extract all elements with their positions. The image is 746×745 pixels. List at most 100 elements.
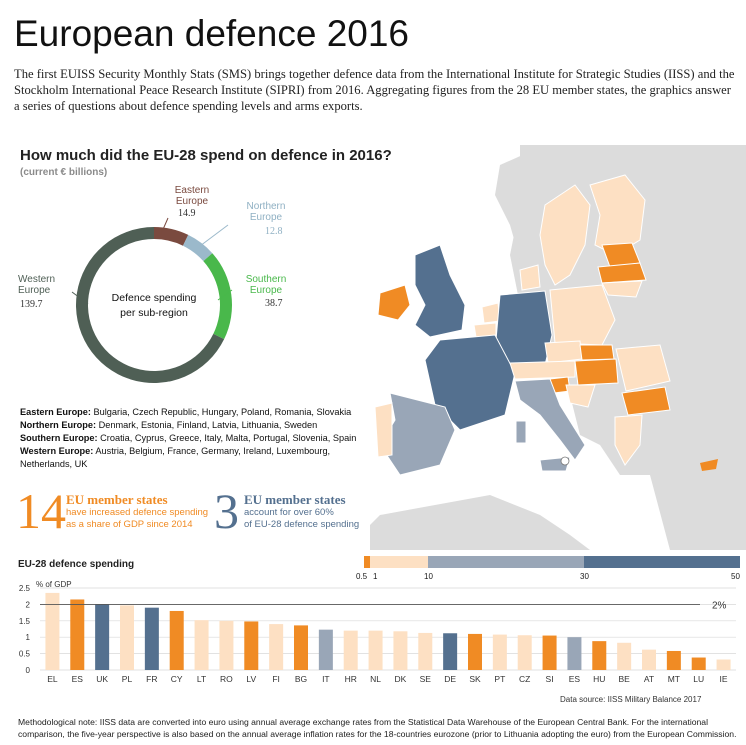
bar-lu [691, 657, 706, 670]
bar-es [567, 637, 582, 670]
x-tick-label: SE [420, 674, 432, 684]
eastern-europe-label-text: Eastern Europe [174, 185, 210, 207]
x-tick-label: SI [546, 674, 554, 684]
donut-question-subtitle: (current € billions) [20, 167, 108, 178]
y-tick-label: 0.5 [19, 650, 31, 659]
map-lithuania [601, 280, 643, 298]
map-czech [544, 340, 583, 364]
x-tick-label: NL [370, 674, 381, 684]
map-italy [514, 378, 586, 461]
map-malta-marker [560, 456, 570, 466]
region-members: Denmark, Estonia, Finland, Latvia, Lithu… [98, 420, 318, 430]
region-list-western: Western Europe: Austria, Belgium, France… [20, 445, 360, 471]
x-tick-label: BG [295, 674, 307, 684]
bar-de [443, 633, 458, 670]
y-tick-label: 1 [26, 633, 31, 642]
bar-fi [269, 624, 284, 670]
x-tick-label: RO [220, 674, 233, 684]
page-title: European defence 2016 [14, 13, 410, 54]
bar-el [45, 592, 60, 670]
map-sardinia [515, 420, 527, 444]
map-croatia [565, 384, 596, 408]
region-members: Austria, Belgium, France, Germany, Irela… [20, 446, 331, 469]
scale-label-1: 1 [373, 572, 378, 581]
region-membership-list: Eastern Europe: Bulgaria, Czech Republic… [20, 406, 360, 471]
bar-hr [343, 630, 358, 670]
x-tick-label: MT [668, 674, 680, 684]
bar-it [318, 629, 333, 670]
bar-lv [244, 621, 259, 670]
scale-seg-grey [428, 556, 584, 568]
bar-es [70, 599, 85, 670]
region-list-eastern: Eastern Europe: Bulgaria, Czech Republic… [20, 406, 360, 419]
donut-slice-southern-europe [203, 253, 232, 340]
y-tick-label: 2.5 [19, 584, 31, 593]
map-hungary [574, 358, 619, 386]
donut-center-label: Defence spending per sub-region [100, 291, 208, 321]
bar-ro [219, 620, 234, 670]
x-tick-label: DK [395, 674, 407, 684]
x-tick-label: BE [618, 674, 630, 684]
bar-hu [592, 641, 607, 670]
scale-seg-orange [364, 556, 370, 568]
map-poland [549, 284, 616, 346]
scale-seg-lightorange [370, 556, 373, 568]
scale-seg-peach [373, 556, 428, 568]
bar-pt [492, 634, 507, 670]
x-tick-label: ES [569, 674, 581, 684]
western-leader-line [71, 291, 89, 305]
region-name: Western Europe: [20, 446, 94, 456]
x-tick-label: CY [171, 674, 183, 684]
region-name: Southern Europe: [20, 433, 98, 443]
scale-label-3: 30 [580, 572, 589, 581]
europe-map [370, 145, 746, 550]
x-tick-label: IE [720, 674, 728, 684]
scale-label-0: 0.5 [356, 572, 368, 581]
x-tick-label: FI [272, 674, 280, 684]
map-sweden [539, 184, 591, 286]
bar-pl [120, 605, 134, 670]
stat-left-line1: have increased defence spending [66, 507, 209, 518]
map-latvia [597, 262, 647, 284]
stat-right-number: 3 [214, 483, 239, 539]
stat-right-line2: of EU-28 defence spending [244, 519, 360, 530]
region-list-northern: Northern Europe: Denmark, Estonia, Finla… [20, 419, 360, 432]
stat-left-number: 14 [16, 483, 66, 539]
region-members: Bulgaria, Czech Republic, Hungary, Polan… [93, 407, 352, 417]
map-denmark [519, 264, 541, 291]
y-axis-label: % of GDP [36, 580, 72, 589]
eastern-europe-label: Eastern Europe [172, 185, 212, 207]
region-name: Eastern Europe: [20, 407, 91, 417]
y-tick-label: 0 [26, 666, 31, 675]
stat-right-block: EU member states account for over 60% of… [244, 492, 394, 531]
southern-leader-line [217, 289, 233, 301]
eastern-leader-line [160, 217, 169, 235]
southern-europe-label: Southern Europe [245, 274, 287, 296]
scale-label-4: 50 [731, 572, 740, 581]
scale-legend [364, 556, 740, 568]
map-portugal [374, 402, 393, 458]
scale-label-2: 10 [424, 572, 433, 581]
scale-seg-blue [584, 556, 740, 568]
bar-bg [294, 625, 308, 670]
donut-slice-eastern-europe [154, 227, 189, 246]
bar-uk [95, 604, 110, 670]
western-europe-label: Western Europe [18, 274, 56, 296]
stat-right-heading: EU member states [244, 492, 346, 507]
bar-ie [716, 659, 731, 670]
map-romania [615, 344, 671, 392]
bar-lt [194, 620, 209, 670]
donut-question-title: How much did the EU-28 spend on defence … [20, 147, 392, 164]
x-tick-label: ES [72, 674, 84, 684]
x-tick-label: DE [444, 674, 456, 684]
reference-line-label: 2% [712, 600, 727, 611]
x-tick-label: LV [246, 674, 256, 684]
x-tick-label: UK [96, 674, 108, 684]
methodological-note: Methodological note: IISS data are conve… [18, 717, 737, 739]
northern-europe-value: 12.8 [265, 226, 283, 237]
norway-land [495, 145, 600, 260]
map-uk [414, 244, 466, 338]
data-source: Data source: IISS Military Balance 2017 [560, 695, 702, 704]
stat-left-block: EU member states have increased defence … [66, 492, 216, 531]
